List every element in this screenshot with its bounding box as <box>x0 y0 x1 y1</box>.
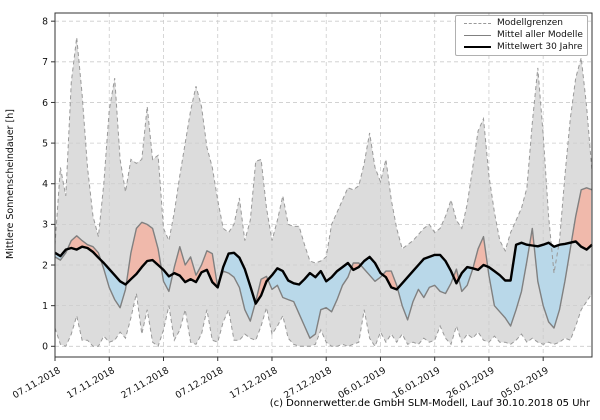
x-tick-label: 26.01.2019 <box>445 365 497 401</box>
legend: Modellgrenzen Mittel aller Modelle Mitte… <box>455 15 588 56</box>
y-tick-label: 7 <box>42 57 48 68</box>
y-tick-label: 5 <box>42 138 48 149</box>
x-tick-label: 17.11.2018 <box>65 365 117 401</box>
legend-label: Mittel aller Modelle <box>497 29 583 40</box>
lower-bound-line <box>54 293 593 348</box>
climate-mean-line <box>54 240 593 305</box>
legend-item-model-bounds: Modellgrenzen <box>456 19 587 28</box>
y-tick-label: 8 <box>42 16 48 27</box>
x-tick-label: 27.12.2018 <box>282 365 334 401</box>
x-tick-label: 16.01.2019 <box>391 365 443 401</box>
y-tick-label: 3 <box>42 220 48 231</box>
dashed-line-icon <box>464 23 491 25</box>
x-tick-label: 17.12.2018 <box>228 365 280 401</box>
model-mean-line <box>54 187 593 339</box>
x-tick-label: 07.11.2018 <box>11 365 63 401</box>
legend-item-model-mean: Mittel aller Modelle <box>456 29 587 40</box>
x-tick-label: 27.11.2018 <box>119 365 171 401</box>
legend-item-climate-mean: Mittelwert 30 Jahre <box>456 41 587 52</box>
copyright-caption: (c) Donnerwetter.de GmbH SLM-Modell, Lau… <box>269 398 590 409</box>
x-tick-label: 05.02.2019 <box>499 365 551 401</box>
y-tick-label: 1 <box>42 301 48 312</box>
y-axis-label: Mittlere Sonnenscheindauer [h] <box>5 109 16 259</box>
y-tick-label: 2 <box>42 260 48 271</box>
x-tick-label: 06.01.2019 <box>336 365 388 401</box>
upper-bound-line <box>54 37 593 274</box>
above-normal-fill <box>55 187 591 304</box>
legend-label: Mittelwert 30 Jahre <box>497 41 583 52</box>
legend-label: Modellgrenzen <box>497 18 563 29</box>
below-normal-fill <box>55 241 591 339</box>
x-tick-label: 07.12.2018 <box>174 365 226 401</box>
y-tick-label: 6 <box>42 98 48 109</box>
plot-frame <box>54 12 593 358</box>
black-line-icon <box>464 46 491 49</box>
y-tick-label: 4 <box>42 179 48 190</box>
y-tick-label: 0 <box>42 342 48 353</box>
gray-line-icon <box>464 34 491 36</box>
